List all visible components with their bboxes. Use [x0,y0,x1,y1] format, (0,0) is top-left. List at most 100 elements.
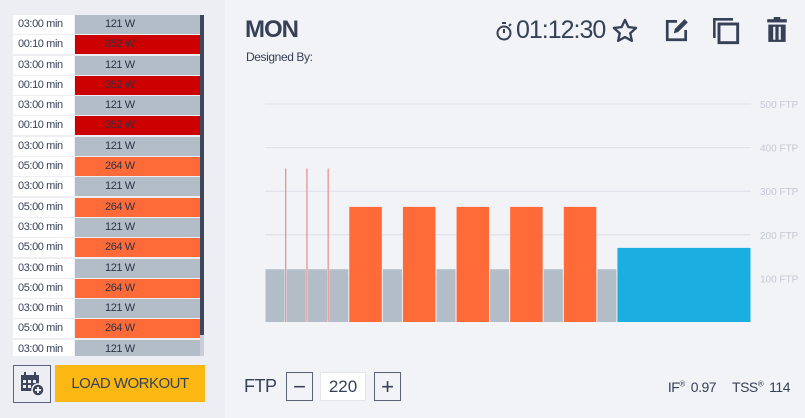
calendar-add-icon [21,372,45,397]
interval-power: 121 W [75,177,200,197]
tss-value: 114 [769,379,790,395]
interval-row[interactable]: 05:00 min 264 W [13,157,200,177]
interval-power: 352 W [75,116,200,136]
workout-chart: 100 FTP 200 FTP 300 FTP 400 FTP 500 FTP [265,100,799,322]
interval-power: 121 W [75,136,200,156]
interval-duration: 05:00 min [13,238,74,258]
edit-icon[interactable] [664,17,690,43]
interval-row[interactable]: 00:10 min 352 W [13,35,200,55]
interval-power: 352 W [75,75,200,95]
interval-bar [307,269,328,322]
duplicate-icon[interactable] [712,17,740,45]
interval-row[interactable]: 03:00 min 121 W [13,15,200,34]
interval-row[interactable]: 05:00 min 264 W [13,238,200,258]
interval-bar [306,168,308,322]
y-tick-label: 500 FTP [760,100,799,111]
if-value: 0.97 [690,379,717,395]
interval-power: 264 W [75,319,200,339]
interval-row[interactable]: 05:00 min 264 W [13,197,200,217]
interval-bar [285,168,287,322]
scrollbar[interactable] [200,15,204,356]
load-workout-button[interactable]: LOAD WORKOUT [55,365,205,402]
interval-bar [597,269,617,322]
interval-duration: 03:00 min [13,136,74,156]
interval-duration: 03:00 min [13,217,74,237]
workout-title: MON [245,16,299,43]
interval-power: 121 W [75,258,200,278]
interval-duration: 00:10 min [13,75,74,95]
interval-bar [617,247,751,322]
interval-power: 121 W [75,96,200,116]
schedule-calendar-button[interactable] [13,365,51,403]
interval-duration: 05:00 min [13,278,74,298]
interval-row[interactable]: 05:00 min 264 W [13,319,200,339]
interval-duration: 03:00 min [13,15,74,34]
delete-icon[interactable] [764,17,790,43]
interval-duration: 05:00 min [13,157,74,177]
ftp-increase-button[interactable]: + [374,372,401,401]
interval-row[interactable]: 05:00 min 264 W [13,278,200,298]
interval-bar [265,269,285,322]
interval-bar [349,206,382,322]
interval-power: 121 W [75,55,200,75]
interval-bar [286,269,306,322]
duration-value: 01:12:30 [516,16,606,44]
star-icon[interactable] [611,17,639,45]
interval-bar [543,269,563,322]
interval-bar [456,206,490,322]
interval-row[interactable]: 03:00 min 121 W [13,299,200,319]
interval-duration: 03:00 min [13,96,74,116]
workout-stats: IF® 0.97 TSS® 114 [667,379,791,395]
interval-power: 264 W [75,197,200,217]
interval-duration: 00:10 min [13,35,74,55]
y-tick-label: 300 FTP [760,187,799,198]
interval-duration: 03:00 min [13,258,74,278]
ftp-decrease-button[interactable]: − [286,372,313,401]
if-label: IF® [667,379,685,395]
interval-bar [490,269,510,322]
interval-row[interactable]: 03:00 min 121 W [13,258,200,278]
ftp-input[interactable] [320,372,366,401]
interval-bar [382,269,402,322]
designed-by-label: Designed By: [246,50,313,64]
interval-duration: 03:00 min [13,339,74,356]
interval-bar [327,168,329,322]
interval-row[interactable]: 00:10 min 352 W [13,75,200,95]
interval-power: 121 W [75,299,200,319]
workout-duration: 01:12:30 [495,16,606,45]
interval-row[interactable]: 03:00 min 121 W [13,339,200,356]
interval-power: 264 W [75,278,200,298]
interval-list[interactable]: 03:00 min 121 W 00:10 min 352 W 03:00 min 121… [13,15,200,356]
interval-bar [510,206,543,322]
interval-duration: 03:00 min [13,299,74,319]
interval-row[interactable]: 00:10 min 352 W [13,116,200,136]
interval-row[interactable]: 03:00 min 121 W [13,96,200,116]
interval-duration: 03:00 min [13,55,74,75]
y-tick-label: 400 FTP [760,144,799,155]
interval-power: 264 W [75,238,200,258]
interval-duration: 03:00 min [13,177,74,197]
interval-bar [563,206,597,322]
interval-row[interactable]: 03:00 min 121 W [13,55,200,75]
interval-duration: 05:00 min [13,197,74,217]
interval-power: 121 W [75,15,200,34]
interval-bar [436,269,456,322]
interval-row[interactable]: 03:00 min 121 W [13,136,200,156]
y-tick-label: 100 FTP [760,274,799,285]
interval-panel: 03:00 min 121 W 00:10 min 352 W 03:00 min 121… [0,0,225,418]
interval-power: 121 W [75,339,200,356]
interval-bar [329,269,349,322]
interval-power: 264 W [75,157,200,177]
interval-power: 352 W [75,35,200,55]
interval-row[interactable]: 03:00 min 121 W [13,217,200,237]
ftp-label: FTP [244,376,277,396]
interval-duration: 00:10 min [13,116,74,136]
interval-bar [402,206,436,322]
interval-row[interactable]: 03:00 min 121 W [13,177,200,197]
y-tick-label: 200 FTP [760,231,799,242]
tss-label: TSS® [732,379,764,395]
interval-power: 121 W [75,217,200,237]
scrollbar-thumb[interactable] [200,15,204,335]
stopwatch-icon [496,21,512,40]
interval-duration: 05:00 min [13,319,74,339]
